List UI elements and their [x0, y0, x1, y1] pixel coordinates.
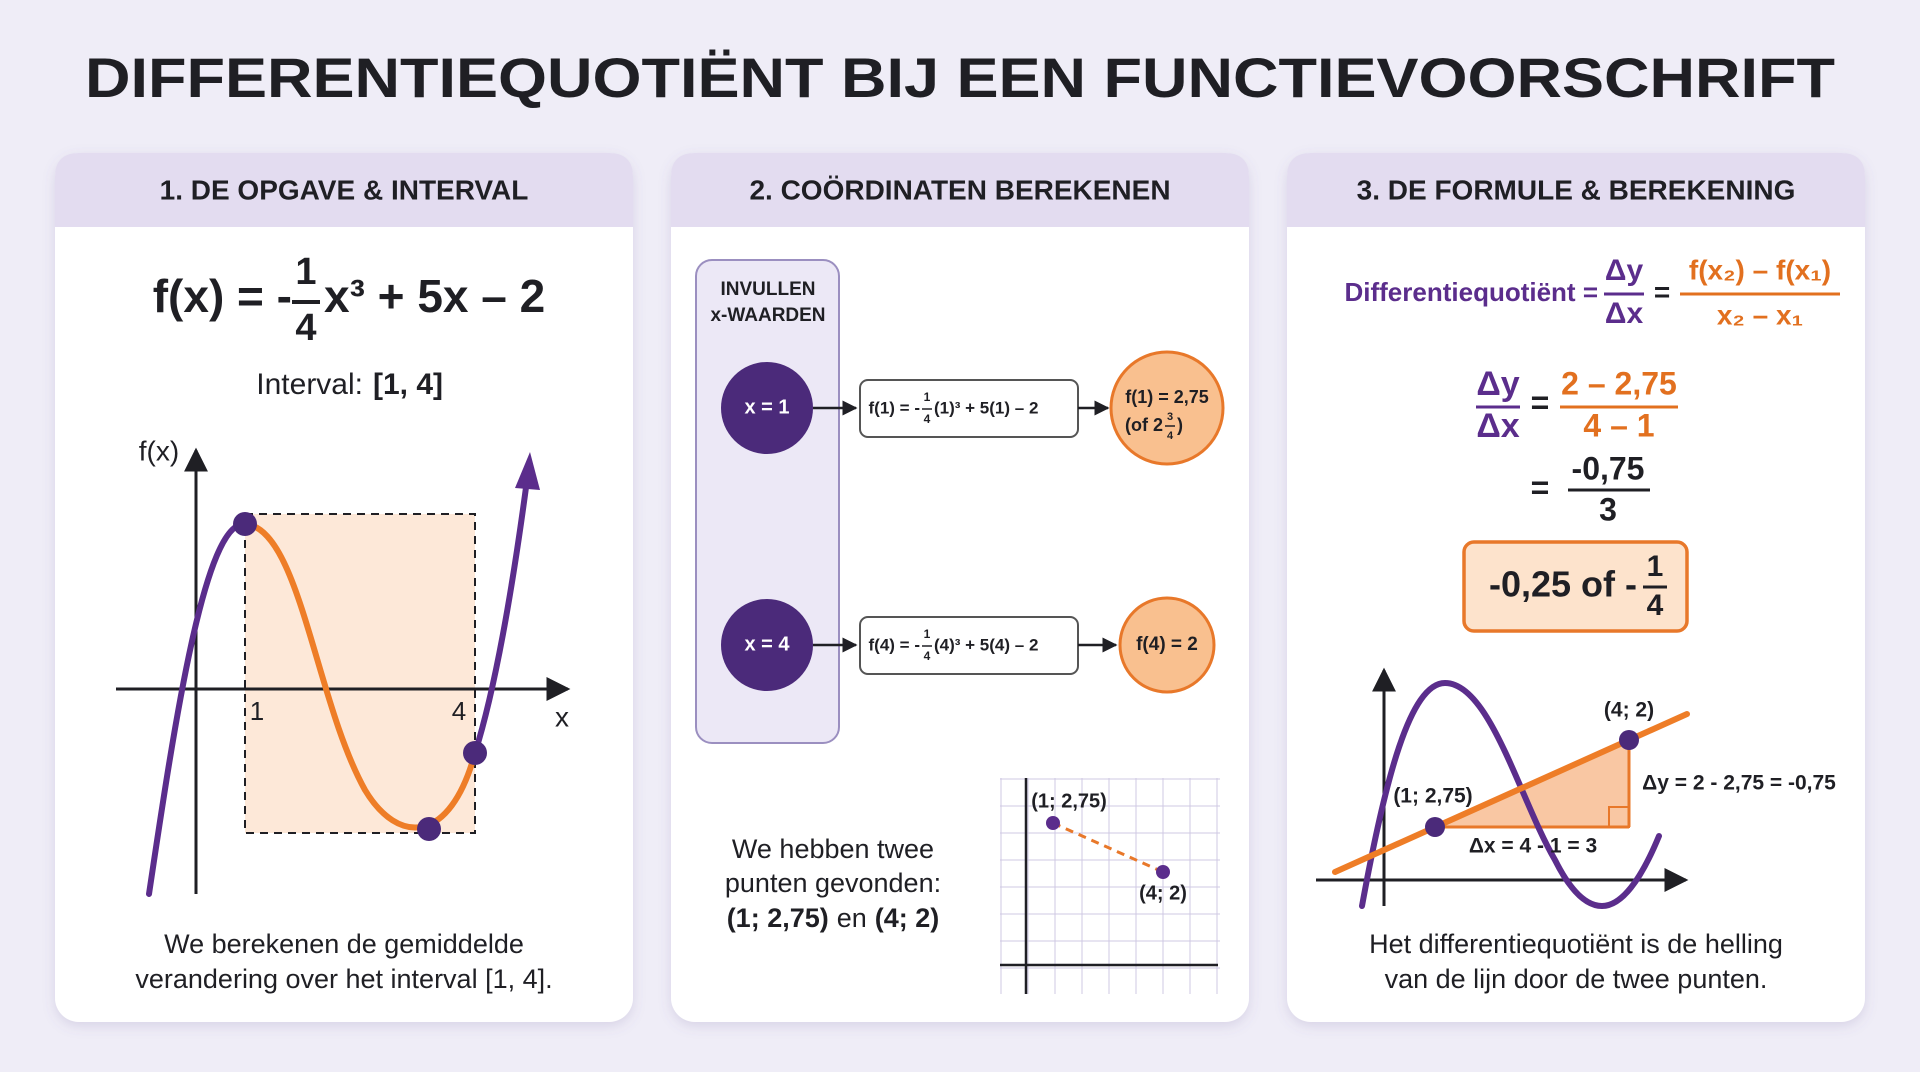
formula-rhs: (1)³ + 5(1) – 2 — [934, 398, 1038, 417]
caption: We berekenen de gemiddelde — [164, 929, 524, 959]
formula-rhs: (4)³ + 5(4) – 2 — [934, 635, 1038, 654]
point-label: (1; 2,75) — [1031, 790, 1107, 812]
input-value: x = 4 — [744, 633, 790, 655]
curve — [472, 477, 530, 756]
result-value: f(1) = 2,75 — [1125, 387, 1209, 407]
result-box — [1462, 540, 1689, 633]
dx-label: Δx = 4 - 1 = 3 — [1469, 835, 1597, 858]
caption-joiner: en — [837, 903, 867, 933]
interval-value: [1, 4] — [373, 368, 443, 401]
input-value: x = 1 — [744, 396, 789, 418]
point — [463, 741, 487, 765]
formula-lhs: f(x) = - — [153, 270, 292, 322]
panel-header — [1287, 153, 1865, 227]
y-axis-label: f(x) — [139, 435, 179, 466]
input-circle — [721, 599, 813, 691]
fraction-den: 3 — [1599, 491, 1617, 527]
fraction-num: f(x₂) – f(x₁) — [1689, 254, 1831, 285]
equals: = — [1654, 276, 1670, 307]
fraction-num: 2 – 2,75 — [1561, 365, 1677, 401]
mini-grid — [1000, 778, 1220, 994]
point-label: (4; 2) — [1604, 699, 1654, 722]
fraction-den: x₂ – x₁ — [1717, 299, 1803, 330]
curve — [146, 521, 248, 897]
equals: = — [1531, 469, 1550, 505]
point — [1425, 817, 1445, 837]
point — [1046, 816, 1060, 830]
definition-label: Differentiequotiënt = — [1344, 277, 1598, 307]
fraction-den: 4 — [1647, 589, 1664, 622]
fraction-den: 4 — [924, 649, 931, 663]
fraction-num: Δy — [1476, 365, 1519, 403]
curve — [1359, 679, 1662, 910]
dy-label: Δy = 2 - 2,75 = -0,75 — [1642, 772, 1836, 795]
point — [417, 817, 441, 841]
fraction-num: Δy — [1605, 254, 1644, 287]
x-tick-label: 4 — [452, 696, 466, 726]
fraction-den: 4 – 1 — [1583, 407, 1654, 443]
result-circle — [1118, 596, 1216, 694]
fraction-num: 1 — [924, 627, 931, 641]
caption: punten gevonden: — [725, 868, 941, 898]
fraction-den: Δx — [1605, 297, 1644, 330]
panel-header — [55, 153, 633, 227]
caption: We hebben twee — [732, 834, 934, 864]
curve-interval — [242, 521, 478, 831]
panel-header — [671, 153, 1249, 227]
formula-lhs: f(4) = - — [869, 635, 920, 654]
panel-1: 1. DE OPGAVE & INTERVAL f(x) = - 1 4 x³ … — [55, 153, 633, 1022]
caption-point: (4; 2) — [875, 903, 940, 933]
x-axis-label: x — [555, 701, 569, 732]
input-circle — [721, 362, 813, 454]
fraction-num: 1 — [1647, 550, 1664, 583]
caption: van de lijn door de twee punten. — [1385, 964, 1768, 994]
fraction-num: 1 — [924, 390, 931, 404]
fraction-den: Δx — [1476, 407, 1519, 445]
panel-heading: 3. DE FORMULE & BEREKENING — [1357, 174, 1796, 205]
point — [1156, 865, 1170, 879]
caption: verandering over het interval [1, 4]. — [135, 964, 552, 994]
fraction-den: 4 — [924, 412, 931, 426]
point — [1619, 730, 1639, 750]
point-label: (4; 2) — [1139, 882, 1187, 904]
panel-heading: 2. COÖRDINATEN BEREKENEN — [749, 174, 1170, 205]
connecting-line — [1052, 821, 1164, 874]
equals: = — [1531, 384, 1550, 420]
point — [233, 512, 257, 536]
box-label: INVULLEN — [721, 279, 816, 300]
caption-point: (1; 2,75) — [727, 903, 829, 933]
formula-rhs: x³ + 5x – 2 — [324, 270, 545, 322]
fraction-den: 4 — [1167, 430, 1174, 442]
caption: (1; 2,75) en (4; 2) — [727, 903, 940, 933]
formula-lhs: f(1) = - — [869, 398, 920, 417]
curve-arrow — [515, 452, 540, 490]
fraction-num: 1 — [295, 251, 316, 293]
right-angle — [1608, 806, 1630, 828]
x-tick-label: 1 — [250, 696, 264, 726]
interval-label: Interval: — [256, 368, 363, 401]
caption: Het differentiequotiënt is de helling — [1369, 929, 1783, 959]
page-title: DIFFERENTIEQUOTIËNT BIJ EEN FUNCTIEVOORS… — [85, 46, 1835, 109]
panel-3: 3. DE FORMULE & BEREKENING Differentiequ… — [1287, 153, 1865, 1022]
fraction-num: 3 — [1167, 411, 1173, 423]
result-text: -0,25 of - — [1489, 564, 1637, 605]
panel-heading: 1. DE OPGAVE & INTERVAL — [160, 174, 529, 205]
box-label: x-WAARDEN — [710, 305, 825, 326]
panel-2: 2. COÖRDINATEN BEREKENEN INVULLEN x-WAAR… — [671, 153, 1249, 1022]
fraction-den: 4 — [295, 307, 316, 349]
result-value: f(4) = 2 — [1136, 634, 1198, 655]
result-circle — [1109, 350, 1225, 466]
fraction-num: -0,75 — [1572, 450, 1645, 486]
alt-post: ) — [1177, 415, 1183, 435]
point-label: (1; 2,75) — [1393, 785, 1472, 808]
alt-pre: (of 2 — [1125, 415, 1163, 435]
